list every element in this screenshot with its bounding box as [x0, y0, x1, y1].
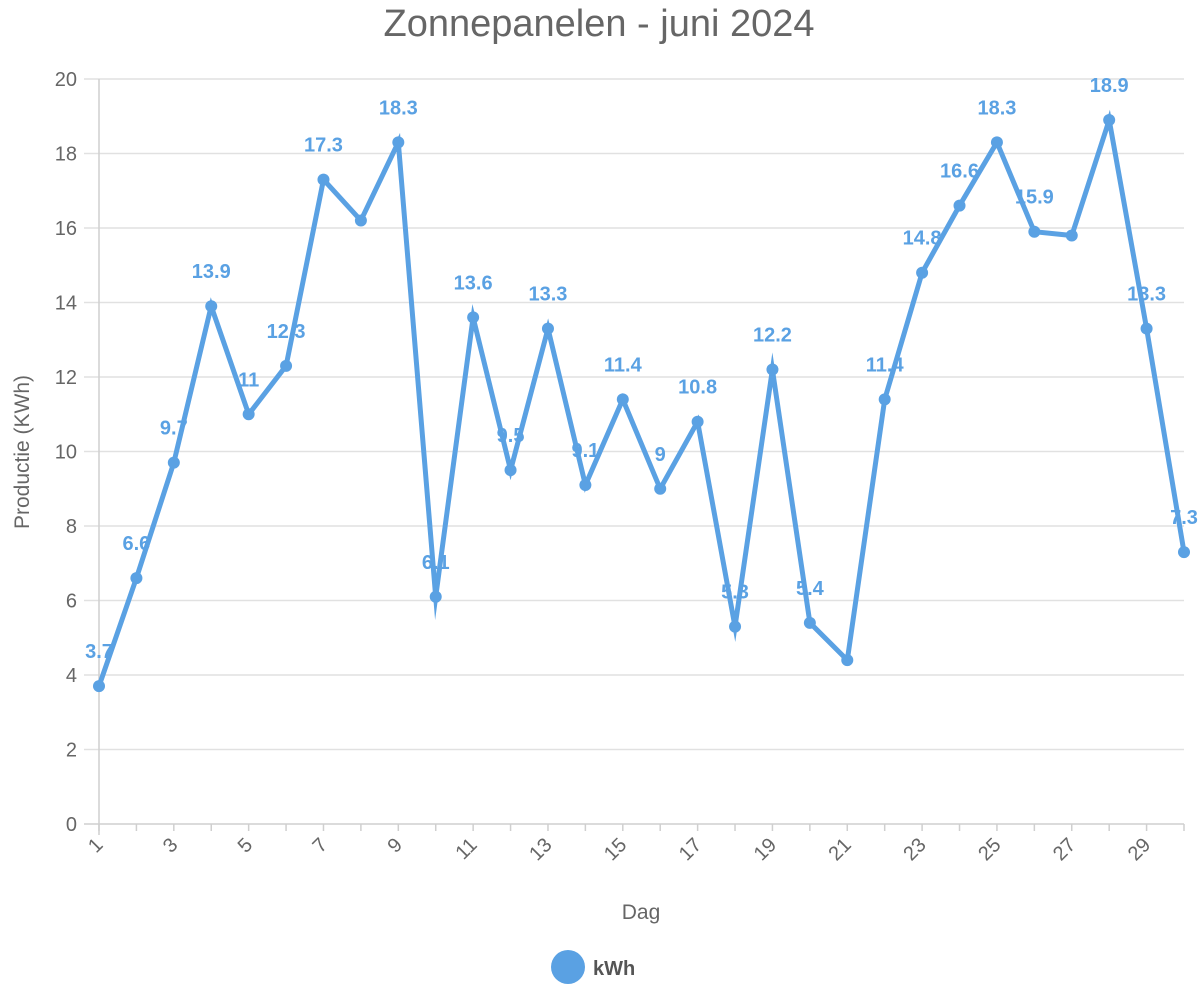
x-tick-label: 23 — [899, 834, 930, 865]
data-point[interactable] — [205, 300, 218, 313]
data-label: 9.1 — [571, 440, 599, 462]
data-point[interactable] — [916, 266, 929, 279]
data-point[interactable] — [841, 654, 854, 667]
legend-marker-kwh[interactable] — [551, 950, 585, 984]
data-label: 6.6 — [123, 533, 151, 555]
data-point[interactable] — [541, 322, 554, 335]
data-point[interactable] — [1178, 546, 1190, 559]
y-axis-label: Productie (KWh) — [11, 375, 34, 529]
x-tick-label: 21 — [825, 834, 856, 865]
data-label: 9 — [655, 444, 666, 466]
x-tick-label: 9 — [383, 834, 406, 857]
y-tick-label: 20 — [55, 69, 77, 91]
data-label: 18.3 — [977, 97, 1016, 119]
x-tick-label: 29 — [1124, 834, 1155, 865]
data-label: 10.8 — [678, 377, 717, 399]
data-point[interactable] — [766, 363, 779, 376]
data-point[interactable] — [691, 415, 704, 428]
x-tick-label: 3 — [159, 834, 182, 857]
data-label: 13.9 — [192, 261, 231, 283]
y-tick-label: 8 — [66, 516, 77, 538]
data-point[interactable] — [317, 173, 330, 186]
data-point[interactable] — [1065, 229, 1078, 242]
data-label: 18.3 — [379, 97, 418, 119]
data-point[interactable] — [130, 572, 143, 585]
y-tick-label: 0 — [66, 814, 77, 836]
y-tick-label: 14 — [55, 293, 77, 315]
y-axis-ticks: 0 2 4 6 8 10 12 14 16 18 20 — [55, 69, 77, 836]
data-label: 13.6 — [454, 272, 493, 294]
x-tick-label: 13 — [525, 834, 556, 865]
data-point[interactable] — [953, 199, 966, 212]
data-point[interactable] — [429, 590, 442, 603]
x-tick-label: 7 — [309, 834, 332, 857]
data-point[interactable] — [242, 408, 255, 421]
data-point[interactable] — [878, 393, 891, 406]
data-point[interactable] — [392, 136, 405, 149]
data-point[interactable] — [1028, 225, 1041, 238]
legend-label-kwh[interactable]: kWh — [593, 958, 635, 980]
data-point[interactable] — [803, 616, 816, 629]
data-label: 12.2 — [753, 325, 792, 347]
data-label: 3.7 — [85, 641, 113, 663]
data-label: 11.4 — [866, 354, 905, 376]
data-point[interactable] — [93, 680, 105, 693]
chart-title: Zonnepanelen - juni 2024 — [383, 3, 814, 45]
data-label: 11.4 — [604, 354, 643, 376]
data-label: 11 — [238, 369, 259, 391]
x-tick-label: 15 — [600, 834, 631, 865]
data-label: 5.4 — [796, 578, 825, 600]
data-label: 17.3 — [304, 135, 343, 157]
data-label: 7.3 — [1170, 507, 1198, 529]
x-axis-label: Dag — [622, 901, 661, 924]
x-tick-label: 17 — [675, 834, 706, 865]
series-kwh — [93, 109, 1190, 693]
data-point[interactable] — [1103, 113, 1116, 126]
x-tick-label: 25 — [974, 834, 1005, 865]
data-labels: 3.7 6.6 9.7 13.9 11 12.3 17.3 18.3 6.1 13.6 9.5 13.… — [85, 75, 1198, 663]
data-label: 15.9 — [1015, 187, 1054, 209]
data-point[interactable] — [167, 456, 180, 469]
x-tick-label: 27 — [1049, 834, 1080, 865]
data-label: 14.8 — [903, 228, 942, 250]
data-point[interactable] — [1140, 322, 1153, 335]
data-point[interactable] — [616, 393, 629, 406]
data-point[interactable] — [579, 479, 592, 492]
data-label: 12.3 — [267, 321, 306, 343]
data-label: 18.9 — [1090, 75, 1129, 97]
data-point[interactable] — [467, 311, 480, 324]
x-axis-ticks: 1 3 5 7 9 11 13 15 17 19 21 23 25 27 29 — [84, 824, 1185, 865]
data-label: 9.7 — [160, 418, 188, 440]
y-tick-label: 12 — [55, 367, 77, 389]
y-tick-label: 18 — [55, 144, 77, 166]
x-tick-label: 5 — [234, 834, 257, 857]
x-tick-label: 1 — [84, 834, 107, 857]
data-point[interactable] — [654, 482, 667, 495]
data-point[interactable] — [354, 214, 367, 227]
y-tick-label: 10 — [55, 442, 77, 464]
x-tick-label: 11 — [451, 834, 481, 864]
y-tick-label: 6 — [66, 591, 77, 613]
y-tick-label: 4 — [66, 665, 77, 687]
x-tick-label: 19 — [750, 834, 781, 865]
y-tick-label: 2 — [66, 740, 77, 762]
data-label: 6.1 — [422, 552, 450, 574]
data-label: 9.5 — [497, 425, 525, 447]
data-point[interactable] — [990, 136, 1003, 149]
data-point[interactable] — [280, 359, 293, 372]
y-tick-label: 16 — [55, 218, 77, 240]
data-point[interactable] — [729, 620, 742, 633]
legend[interactable]: kWh — [551, 950, 635, 984]
data-point[interactable] — [504, 464, 517, 477]
data-label: 5.3 — [721, 582, 749, 604]
series-line-kwh — [96, 109, 1187, 688]
data-label: 13.3 — [528, 284, 567, 306]
data-label: 13.3 — [1127, 284, 1166, 306]
data-label: 16.6 — [940, 161, 979, 183]
